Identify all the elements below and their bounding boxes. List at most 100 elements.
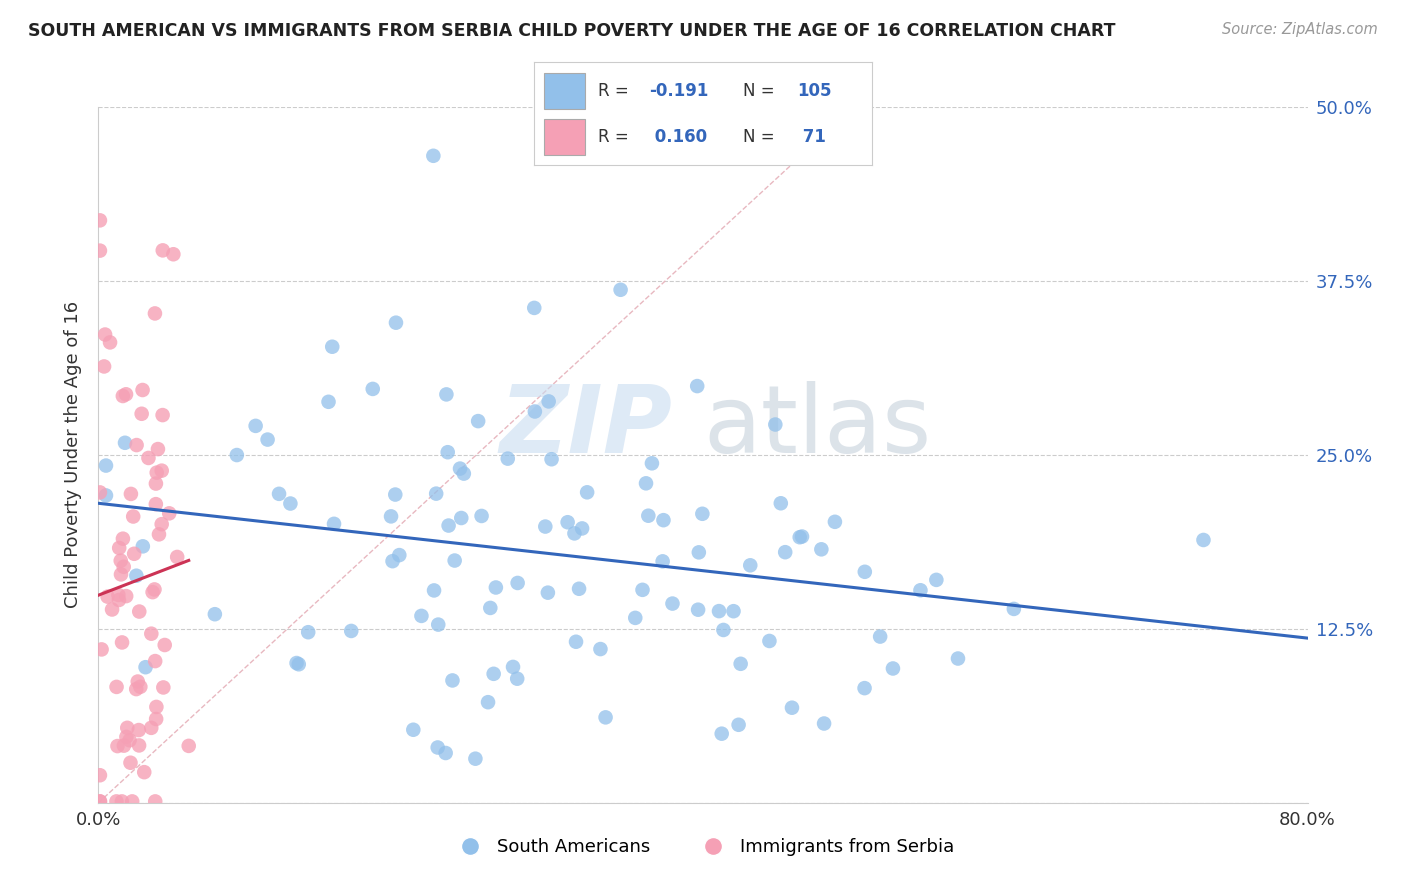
Point xyxy=(318,394,340,409)
Point xyxy=(143,654,166,668)
Point xyxy=(321,340,343,354)
Point xyxy=(128,605,150,619)
Point xyxy=(910,583,932,598)
Point xyxy=(115,730,138,744)
Point xyxy=(730,657,752,671)
Point xyxy=(477,695,499,709)
Point xyxy=(280,497,302,511)
Point xyxy=(97,590,120,604)
Point xyxy=(450,511,472,525)
Point xyxy=(824,515,846,529)
Point xyxy=(661,597,683,611)
Point xyxy=(773,545,796,559)
Text: atlas: atlas xyxy=(703,381,931,473)
Point xyxy=(162,247,184,261)
Point xyxy=(853,565,876,579)
Point xyxy=(111,635,134,649)
Point xyxy=(129,680,152,694)
Point xyxy=(651,554,673,568)
Point xyxy=(118,733,141,747)
Point xyxy=(225,448,247,462)
Point xyxy=(89,794,111,808)
Point xyxy=(637,508,659,523)
Point xyxy=(107,588,129,602)
Point xyxy=(422,149,444,163)
Point xyxy=(471,508,494,523)
Point xyxy=(89,768,111,782)
Point xyxy=(853,681,876,695)
Point xyxy=(727,718,749,732)
Point xyxy=(111,532,134,546)
Text: R =: R = xyxy=(599,82,634,100)
Point xyxy=(142,585,165,599)
Point xyxy=(111,794,134,808)
Point xyxy=(146,442,169,456)
Point xyxy=(150,464,173,478)
Point xyxy=(688,603,710,617)
Point xyxy=(381,554,404,568)
Point xyxy=(125,682,148,697)
Point xyxy=(115,589,138,603)
Point xyxy=(502,660,524,674)
Point xyxy=(557,515,579,529)
Point xyxy=(810,542,832,557)
Point xyxy=(425,486,447,500)
Point xyxy=(89,244,111,258)
Text: -0.191: -0.191 xyxy=(650,82,709,100)
Point xyxy=(769,496,792,510)
Point xyxy=(122,547,145,561)
Point xyxy=(287,657,309,672)
Point xyxy=(145,700,167,714)
Point xyxy=(402,723,425,737)
Point xyxy=(434,746,457,760)
Point xyxy=(485,581,508,595)
Text: N =: N = xyxy=(744,128,780,145)
Point xyxy=(152,244,174,258)
Point xyxy=(125,568,148,582)
Point xyxy=(145,476,167,491)
Point xyxy=(93,359,115,374)
Point xyxy=(98,335,121,350)
Point xyxy=(449,461,471,475)
Point xyxy=(385,316,408,330)
Point xyxy=(496,451,519,466)
Point xyxy=(107,739,129,753)
Point xyxy=(145,497,167,511)
Point xyxy=(869,630,891,644)
Point xyxy=(624,611,647,625)
Point xyxy=(925,573,948,587)
Point xyxy=(427,617,450,632)
Point xyxy=(143,794,166,808)
Point xyxy=(125,438,148,452)
Point xyxy=(565,634,588,648)
Point xyxy=(506,672,529,686)
Point xyxy=(148,527,170,541)
Point xyxy=(132,539,155,553)
Y-axis label: Child Poverty Under the Age of 16: Child Poverty Under the Age of 16 xyxy=(65,301,83,608)
Point xyxy=(882,661,904,675)
Point xyxy=(564,526,586,541)
Point xyxy=(686,379,709,393)
Point xyxy=(436,445,458,459)
Point xyxy=(105,680,128,694)
Point xyxy=(723,604,745,618)
Point xyxy=(813,716,835,731)
Point xyxy=(177,739,200,753)
Point xyxy=(537,394,560,409)
Point xyxy=(1192,533,1215,547)
Point xyxy=(423,583,446,598)
Point xyxy=(131,383,153,397)
Point xyxy=(523,301,546,315)
Text: SOUTH AMERICAN VS IMMIGRANTS FROM SERBIA CHILD POVERTY UNDER THE AGE OF 16 CORRE: SOUTH AMERICAN VS IMMIGRANTS FROM SERBIA… xyxy=(28,22,1115,40)
Point xyxy=(634,476,657,491)
Point xyxy=(380,509,402,524)
Point xyxy=(111,389,134,403)
Point xyxy=(464,752,486,766)
Point xyxy=(453,467,475,481)
Point xyxy=(758,634,780,648)
Point xyxy=(110,567,132,582)
Point xyxy=(115,387,138,401)
Point xyxy=(707,604,730,618)
Point xyxy=(388,548,411,562)
Point xyxy=(710,727,733,741)
